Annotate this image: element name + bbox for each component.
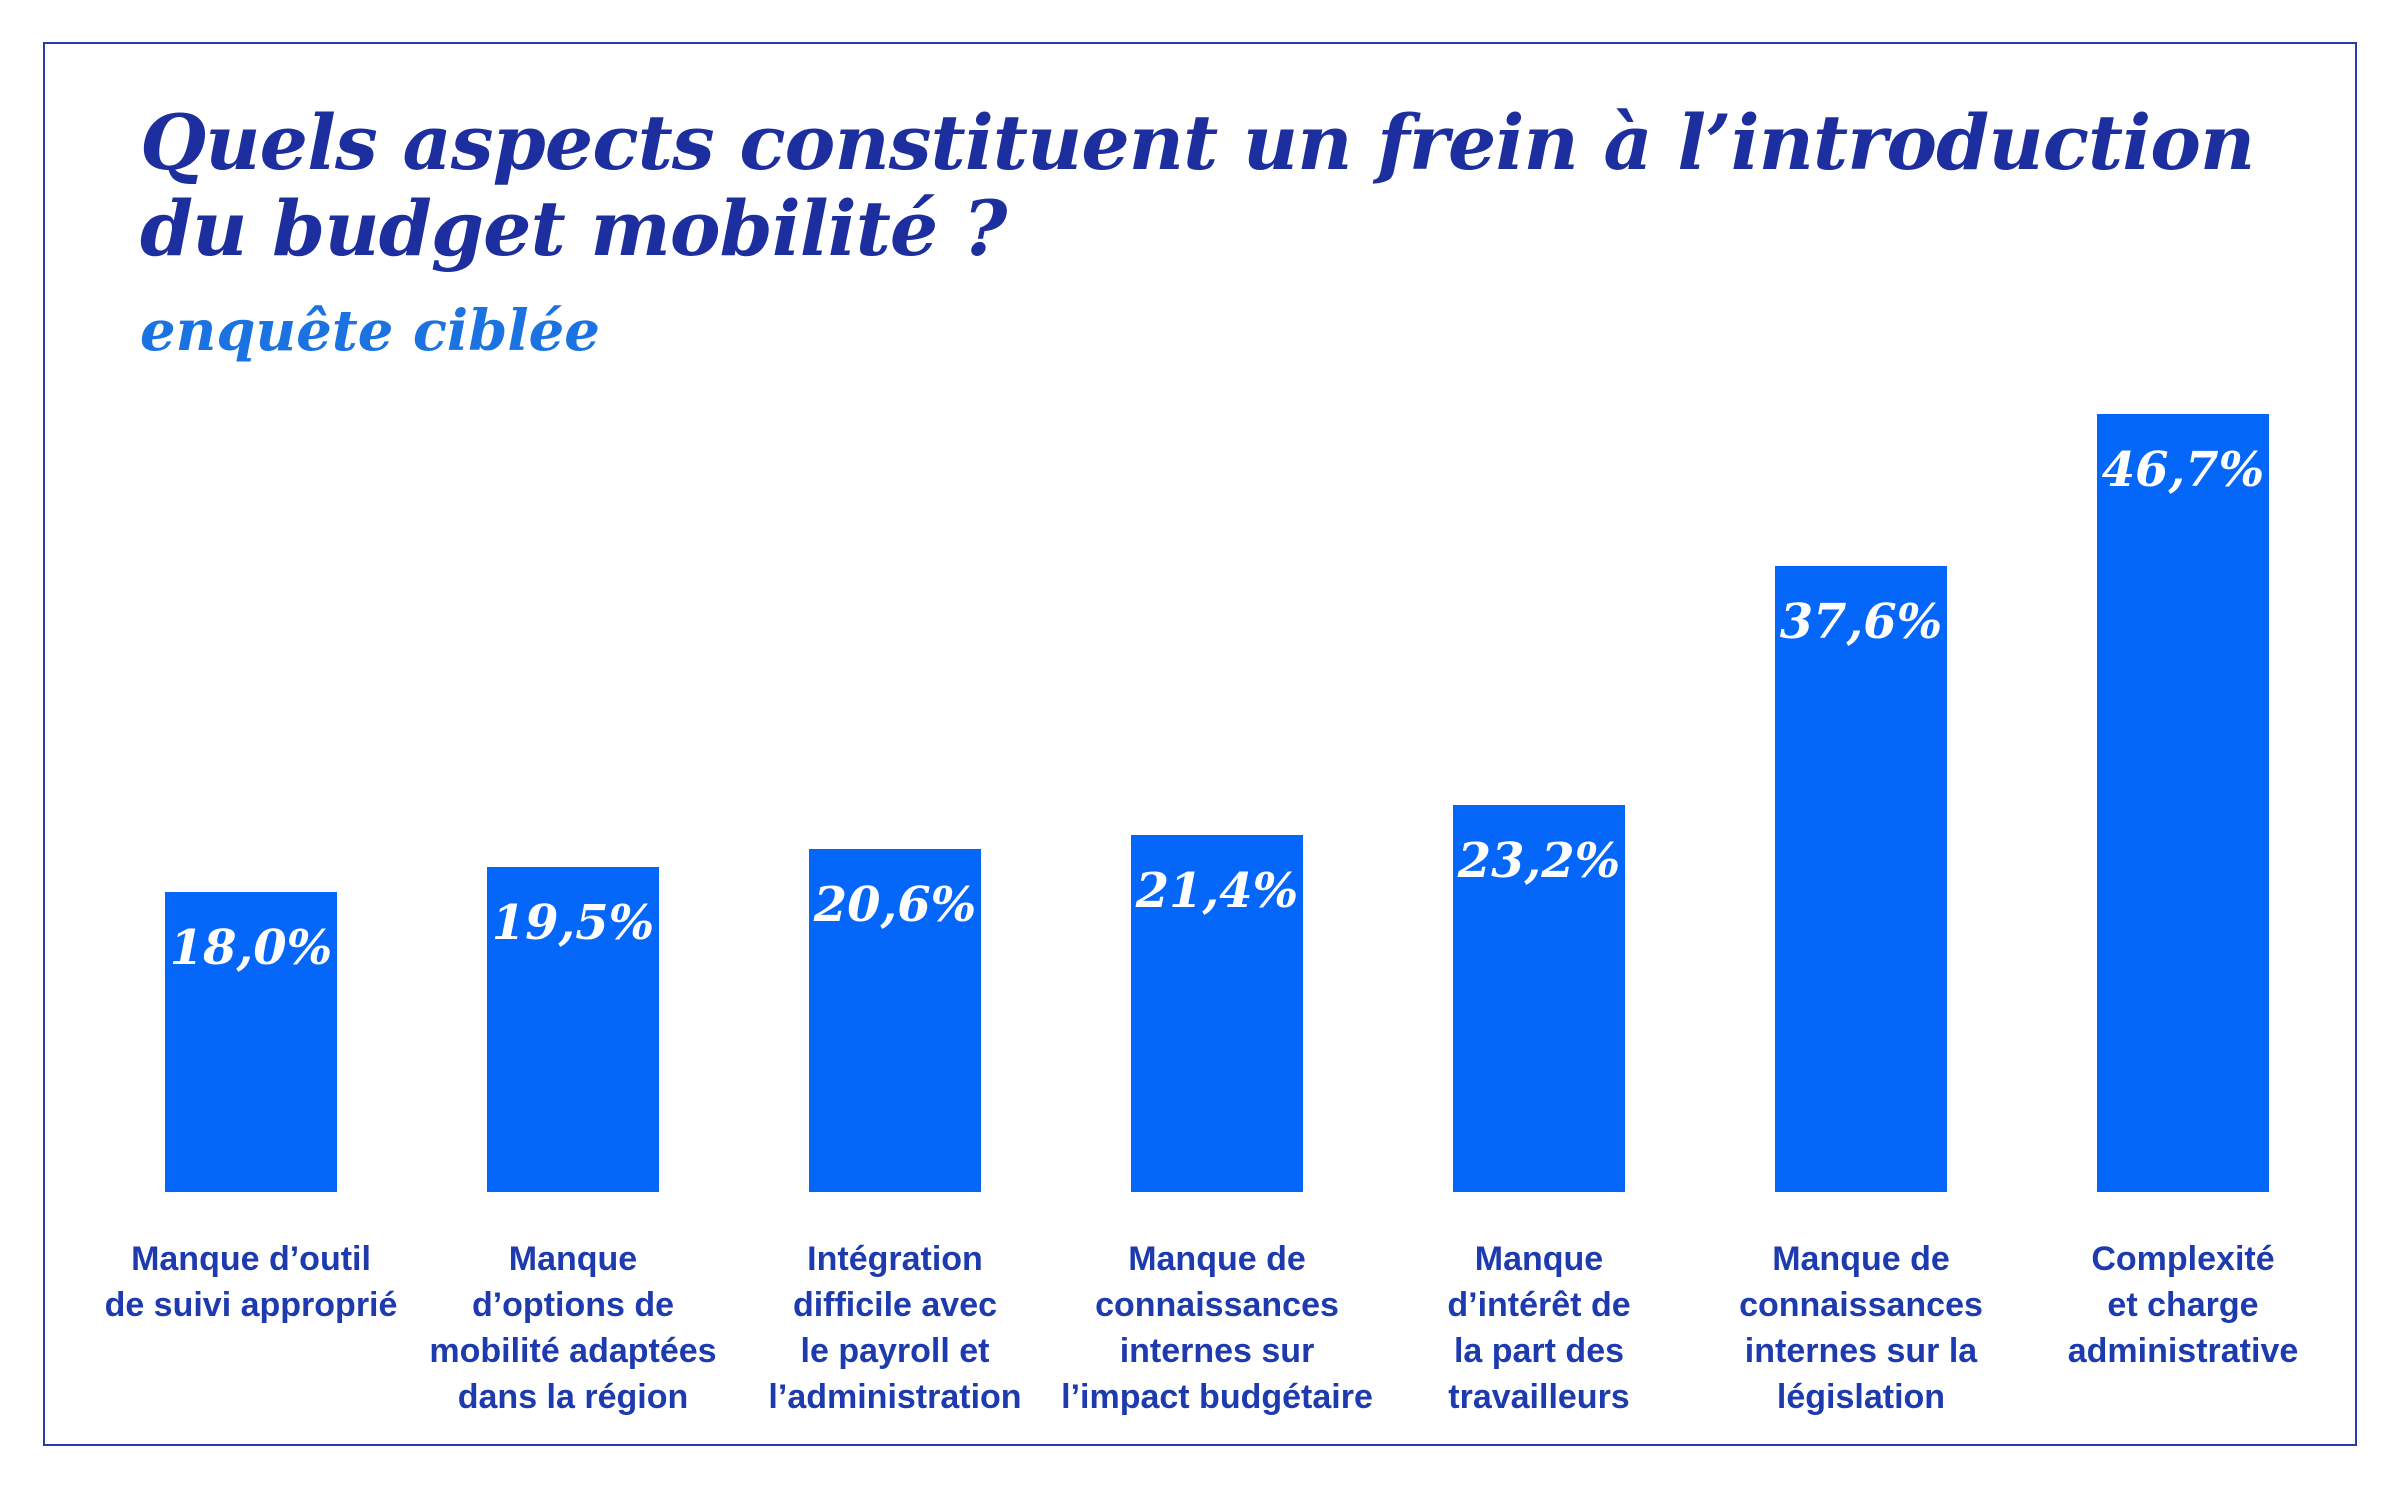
- bar-manque-outil-suivi: 18,0%: [165, 892, 337, 1192]
- bar-value-label: 18,0%: [169, 920, 333, 976]
- category-label: Intégration difficile avec le payroll et…: [768, 1240, 1022, 1416]
- bar-column: 46,7%: [2022, 359, 2344, 1192]
- bar-value-label: 21,4%: [1135, 863, 1299, 919]
- category-label: Manque d’outil de suivi approprié: [104, 1240, 398, 1324]
- bar-column: 19,5%: [412, 359, 734, 1192]
- category-label: Complexité et charge administrative: [2067, 1240, 2299, 1370]
- bar-value-label: 46,7%: [2101, 442, 2265, 498]
- bar-chart-plot: 18,0% 19,5% 20,6% 21,4% 23,2% 37,6% 46,7…: [90, 359, 2344, 1192]
- bar-value-label: 23,2%: [1457, 833, 1621, 889]
- bar-value-label: 20,6%: [813, 877, 977, 933]
- bar-column: 37,6%: [1700, 359, 2022, 1192]
- category-label: Manque d’intérêt de la part des travaill…: [1447, 1240, 1631, 1416]
- chart-subtitle: enquête ciblée: [140, 297, 600, 364]
- chart-title: Quels aspects constituent un frein à l’i…: [140, 98, 2255, 273]
- bar-connaissances-legislation: 37,6%: [1775, 566, 1947, 1192]
- category-label: Manque de connaissances internes sur l’i…: [1061, 1240, 1373, 1416]
- category-axis: Manque d’outil de suivi approprié Manque…: [90, 1237, 2344, 1421]
- bar-manque-interet-travailleurs: 23,2%: [1453, 805, 1625, 1192]
- bar-value-label: 19,5%: [491, 895, 655, 951]
- bar-column: 20,6%: [734, 359, 1056, 1192]
- bar-value-label: 37,6%: [1779, 594, 1943, 650]
- bar-column: 18,0%: [90, 359, 412, 1192]
- bar-column: 23,2%: [1378, 359, 1700, 1192]
- bar-complexite-administrative: 46,7%: [2097, 414, 2269, 1192]
- bar-integration-payroll: 20,6%: [809, 849, 981, 1192]
- category-label: Manque de connaissances internes sur la …: [1739, 1240, 1983, 1416]
- bar-connaissances-impact-budgetaire: 21,4%: [1131, 835, 1303, 1192]
- category-label: Manque d’options de mobilité adaptées da…: [429, 1240, 717, 1416]
- chart-header: Quels aspects constituent un frein à l’i…: [140, 100, 2320, 364]
- bar-column: 21,4%: [1056, 359, 1378, 1192]
- bar-manque-options-mobilite: 19,5%: [487, 867, 659, 1192]
